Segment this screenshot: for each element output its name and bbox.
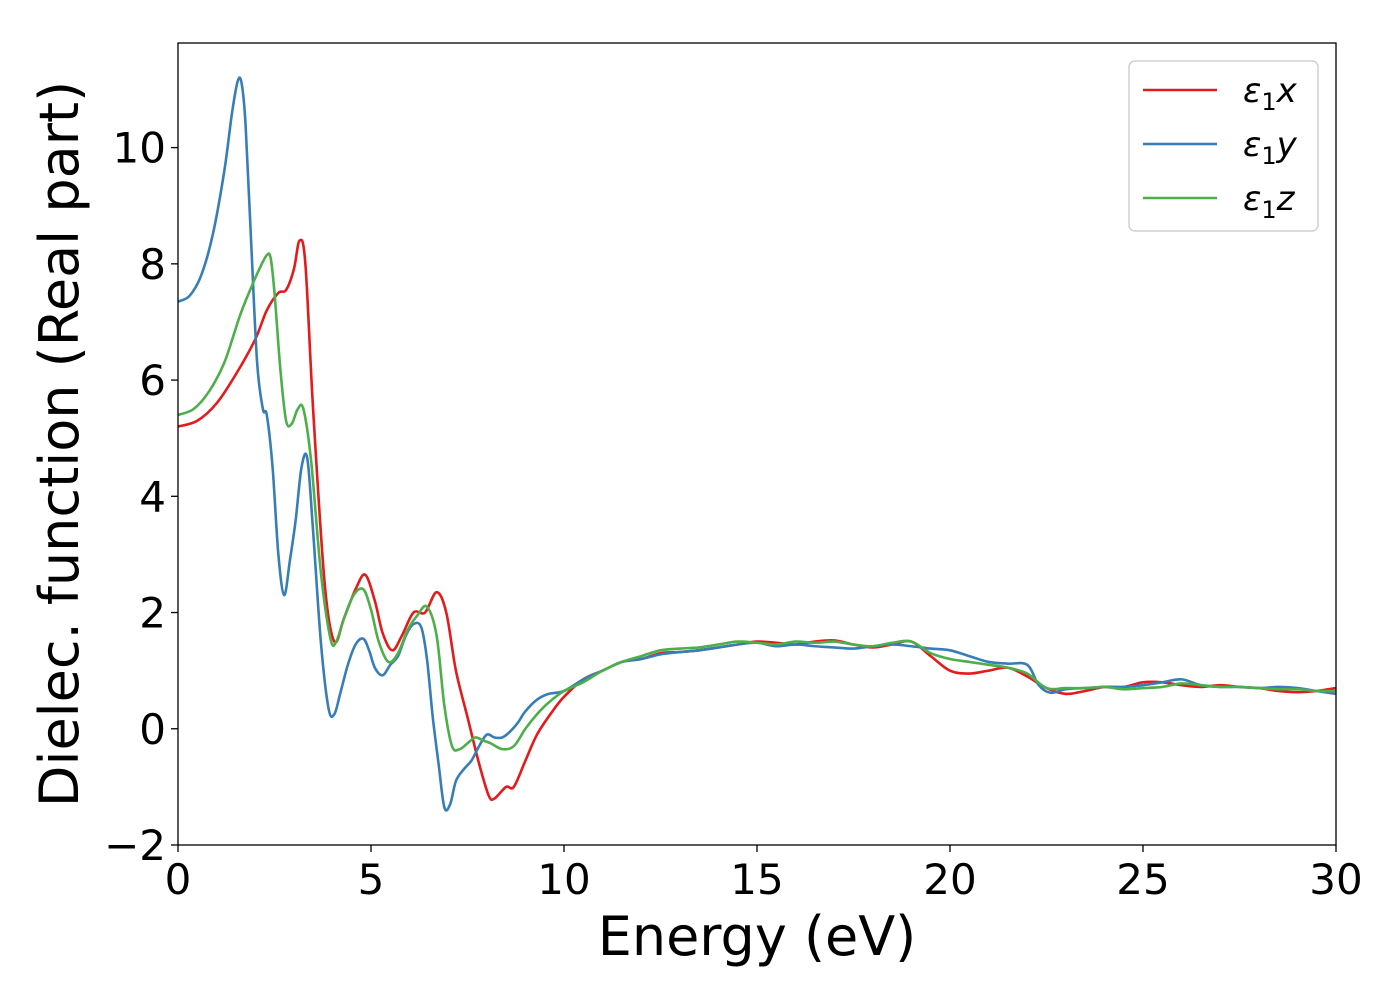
series-line-z	[178, 252, 1336, 752]
legend-label-y: ε1y	[1243, 125, 1298, 170]
y-axis: −2 0 2 4 6 8 10	[104, 124, 178, 870]
x-tick-label: 5	[358, 855, 385, 904]
x-tick-label: 30	[1309, 855, 1362, 904]
legend: ε1x ε1y ε1z	[1128, 60, 1319, 232]
x-tick-label: 20	[923, 855, 976, 904]
x-axis: 0 5 10 15 20 25 30	[165, 845, 1363, 904]
y-tick-label: 4	[139, 472, 166, 521]
x-tick-label: 10	[537, 855, 590, 904]
legend-label-x: ε1x	[1243, 71, 1298, 116]
y-tick-label: 0	[139, 705, 166, 754]
y-tick-label: 8	[139, 240, 166, 289]
y-axis-label: Dielec. function (Real part)	[28, 81, 91, 807]
x-tick-label: 25	[1116, 855, 1169, 904]
y-tick-label: 6	[139, 356, 166, 405]
series-layer	[178, 76, 1336, 812]
y-tick-label: 10	[113, 124, 166, 173]
y-tick-label: 2	[139, 589, 166, 638]
y-tick-label: −2	[104, 821, 166, 870]
series-line-y	[178, 76, 1336, 812]
x-tick-label: 0	[165, 855, 192, 904]
legend-box	[1128, 60, 1319, 232]
x-tick-label: 15	[730, 855, 783, 904]
x-axis-label: Energy (eV)	[598, 905, 917, 968]
legend-label-z: ε1z	[1243, 179, 1296, 224]
